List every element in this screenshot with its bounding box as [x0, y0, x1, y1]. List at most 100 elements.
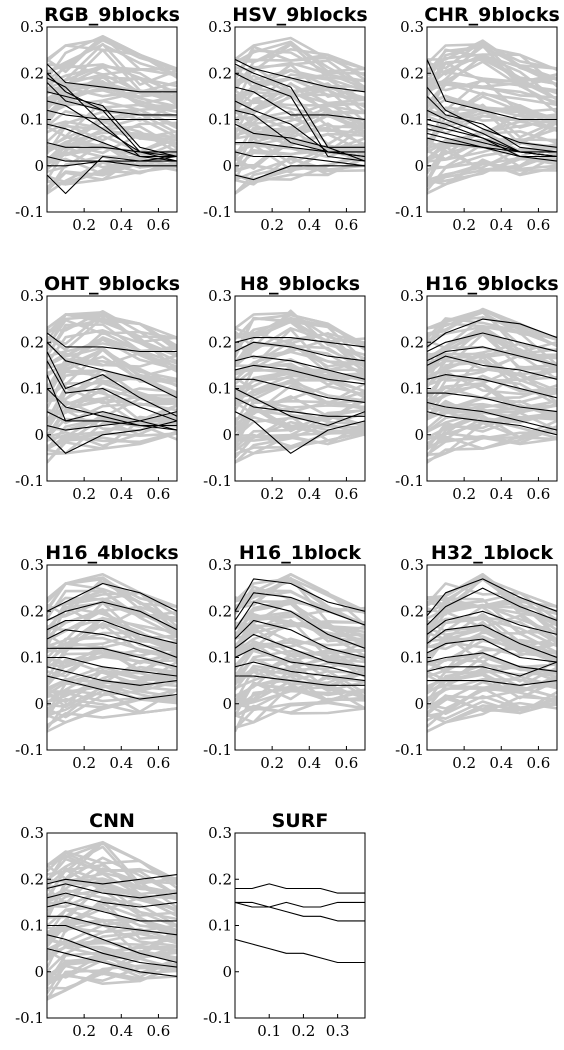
y-tick-label: 0.1 — [20, 649, 44, 667]
y-tick-label: 0 — [222, 426, 232, 444]
x-tick-label: 0.6 — [146, 1022, 170, 1040]
y-tick-label: 0.3 — [20, 556, 44, 574]
panel-title: RGB_9blocks — [44, 4, 180, 26]
series-line — [235, 901, 365, 922]
y-tick-label: 0.3 — [208, 287, 232, 305]
series-line — [427, 392, 557, 413]
y-tick-label: -0.1 — [203, 472, 232, 490]
x-tick-label: 0.2 — [72, 1022, 96, 1040]
background-line — [47, 313, 177, 351]
y-tick-label: 0.3 — [208, 18, 232, 36]
series-line — [427, 624, 557, 659]
y-tick-label: 0 — [414, 157, 424, 175]
background-line — [427, 94, 557, 119]
series-line — [47, 332, 177, 353]
series-line — [427, 355, 557, 380]
panel: -0.1 0 0.1 0.2 0.3 0.2 0.4 0.6 CHR_9blocks — [395, 4, 560, 234]
panel: -0.1 0 0.1 0.2 0.3 0.2 0.4 0.6 H16_1block — [203, 542, 366, 772]
series-line — [47, 901, 177, 922]
background-line — [235, 104, 365, 141]
background-line — [427, 612, 557, 656]
series-line — [47, 883, 177, 899]
x-tick-label: 0.6 — [334, 485, 358, 503]
series-line — [235, 378, 365, 403]
background-line — [235, 311, 365, 347]
x-tick-label: 0.4 — [297, 754, 321, 772]
background-line — [235, 623, 365, 647]
x-tick-label: 0.6 — [526, 216, 550, 234]
y-tick-label: -0.1 — [203, 741, 232, 759]
x-tick-label: 0.2 — [452, 485, 476, 503]
background-line — [427, 572, 557, 615]
series-line — [47, 420, 177, 454]
series-line — [427, 59, 557, 121]
x-tick-label: 0.6 — [334, 754, 358, 772]
background-line — [235, 68, 365, 90]
y-tick-label: 0 — [222, 695, 232, 713]
background-line — [235, 384, 365, 421]
background-line — [427, 617, 557, 648]
plot-area — [427, 39, 557, 195]
background-line — [235, 114, 365, 138]
panel: -0.1 0 0.1 0.2 0.3 0.2 0.4 0.6 H16_9blocks — [395, 273, 559, 503]
panel-title: OHT_9blocks — [44, 273, 180, 295]
background-line — [235, 657, 365, 690]
y-tick-label: 0 — [34, 157, 44, 175]
panel: -0.1 0 0.1 0.2 0.3 0.2 0.4 0.6 RGB_9blocks — [15, 4, 180, 234]
x-tick-label: 0.6 — [334, 216, 358, 234]
background-line — [427, 694, 557, 716]
background-line — [427, 677, 557, 704]
series-line — [235, 619, 365, 659]
series-line — [235, 165, 365, 181]
background-line — [235, 395, 365, 426]
y-tick-label: 0 — [34, 426, 44, 444]
y-tick-label: 0.1 — [400, 649, 424, 667]
series-line — [427, 137, 557, 153]
background-line — [235, 590, 365, 611]
series-line — [427, 374, 557, 399]
background-line — [47, 688, 177, 717]
series-line — [427, 401, 557, 431]
background-line — [47, 338, 177, 378]
y-tick-label: 0.2 — [400, 333, 424, 351]
y-tick-label: 0.3 — [400, 18, 424, 36]
series-line — [47, 123, 177, 158]
y-tick-label: 0.1 — [208, 649, 232, 667]
y-tick-label: 0.2 — [20, 870, 44, 888]
series-line — [235, 592, 365, 626]
series-line — [235, 633, 365, 668]
panel-title: H16_1block — [239, 542, 361, 564]
background-line — [47, 42, 177, 91]
series-line — [235, 601, 365, 649]
y-tick-label: -0.1 — [15, 1009, 44, 1027]
panel-title: HSV_9blocks — [232, 4, 367, 26]
series-line — [427, 346, 557, 366]
x-tick-label: 0.4 — [109, 1022, 133, 1040]
x-tick-label: 0.4 — [489, 754, 513, 772]
y-tick-label: 0.1 — [400, 111, 424, 129]
background-line — [427, 80, 557, 115]
background-line — [427, 383, 557, 420]
background-line — [235, 332, 365, 364]
background-line — [47, 845, 177, 901]
background-line — [47, 34, 177, 81]
panel-title: H32_1block — [431, 542, 553, 564]
y-tick-label: 0.3 — [400, 556, 424, 574]
series-line — [47, 948, 177, 977]
y-tick-label: -0.1 — [203, 203, 232, 221]
background-line — [427, 414, 557, 457]
y-tick-label: 0.3 — [208, 556, 232, 574]
x-tick-label: 0.6 — [146, 485, 170, 503]
y-tick-label: 0.3 — [20, 824, 44, 842]
background-line — [427, 399, 557, 417]
series-line — [427, 318, 557, 348]
panel-title: H16_9blocks — [425, 273, 558, 295]
x-tick-label: 0.6 — [146, 754, 170, 772]
series-line — [235, 341, 365, 362]
background-line — [47, 323, 177, 357]
plot-area — [47, 309, 177, 464]
background-line — [235, 396, 365, 439]
background-line — [235, 45, 365, 79]
x-tick-label: 0.6 — [146, 216, 170, 234]
